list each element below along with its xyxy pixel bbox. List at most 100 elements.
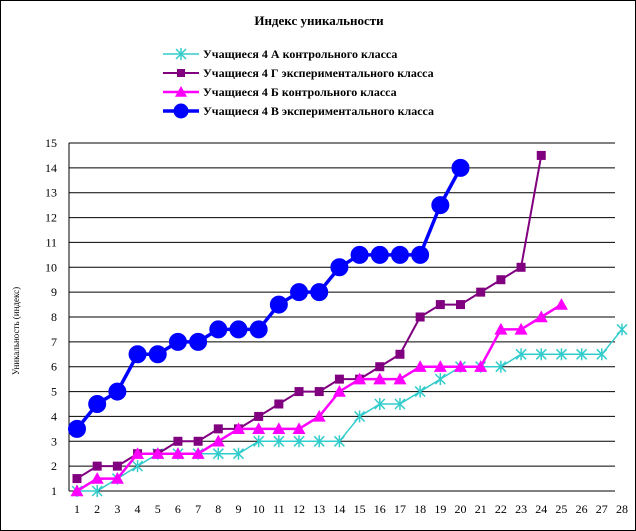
point-triangle	[373, 372, 387, 385]
y-axis-label: Уникальность (индекс)	[11, 287, 21, 375]
point-triangle	[554, 298, 568, 310]
series-line	[76, 303, 563, 493]
point-square	[112, 461, 122, 471]
x-tick-label: 5	[155, 502, 161, 516]
point-asterisk	[212, 447, 224, 460]
point-square	[294, 387, 304, 397]
point-asterisk	[515, 348, 527, 361]
series-4	[68, 158, 470, 438]
point-triangle	[90, 472, 104, 484]
legend-label: Учащиеся 4 Б контрольного класса	[203, 85, 397, 99]
point-asterisk	[132, 460, 144, 473]
point-asterisk	[354, 410, 366, 423]
point-asterisk	[175, 48, 187, 60]
legend-entry: Учащиеся 4 А контрольного класса	[163, 47, 397, 61]
point-asterisk	[535, 348, 547, 361]
point-square	[496, 275, 506, 285]
point-triangle	[191, 447, 205, 459]
x-tick-label: 3	[114, 502, 120, 516]
point-triangle	[70, 484, 84, 497]
point-square	[476, 287, 486, 297]
x-tick-label: 20	[455, 502, 467, 516]
point-square	[415, 312, 425, 322]
point-square	[92, 461, 102, 471]
chart-title: Индекс уникальности	[254, 13, 384, 28]
x-tick-label: 18	[414, 502, 426, 516]
point-triangle	[433, 360, 447, 372]
point-circle	[290, 283, 309, 302]
legend-label: Учащиеся 4 В экспериментального класса	[203, 104, 434, 118]
y-tick-label: 8	[51, 310, 57, 324]
point-circle	[168, 332, 187, 351]
x-tick-label: 21	[475, 502, 487, 516]
point-square	[177, 69, 185, 77]
point-square	[456, 300, 466, 310]
point-square	[213, 424, 223, 434]
point-square	[254, 411, 264, 421]
point-triangle	[393, 372, 407, 385]
legend-label: Учащиеся 4 А контрольного класса	[203, 47, 397, 61]
y-tick-label: 11	[45, 235, 57, 249]
y-tick-label: 13	[45, 186, 57, 200]
legend: Учащиеся 4 А контрольного класса Учащиеся…	[163, 47, 434, 119]
point-circle	[173, 103, 189, 119]
point-asterisk	[555, 348, 567, 361]
y-tick-label: 10	[45, 260, 57, 274]
y-tick-label: 3	[51, 434, 57, 448]
point-square	[334, 374, 344, 384]
point-square	[536, 150, 546, 160]
point-circle	[370, 245, 389, 264]
point-asterisk	[374, 398, 386, 410]
y-tick-label: 9	[51, 285, 57, 299]
point-circle	[269, 295, 288, 314]
x-tick-label: 15	[354, 502, 366, 516]
point-triangle	[514, 322, 528, 335]
y-tick-label: 15	[45, 136, 57, 150]
x-tick-label: 6	[175, 502, 181, 516]
point-asterisk	[414, 385, 426, 398]
point-triangle	[211, 434, 225, 447]
point-circle	[68, 419, 86, 438]
x-tick-label: 13	[313, 502, 325, 516]
point-triangle	[171, 447, 185, 459]
point-circle	[209, 320, 228, 339]
point-asterisk	[333, 435, 345, 448]
x-tick-label: 23	[515, 502, 527, 516]
point-triangle	[292, 422, 306, 435]
point-triangle	[175, 86, 187, 97]
point-asterisk	[232, 447, 245, 460]
x-tick-label: 14	[333, 502, 345, 516]
point-triangle	[454, 360, 468, 372]
y-tick-label: 1	[51, 484, 57, 498]
point-square	[314, 387, 324, 397]
point-square	[375, 362, 385, 372]
x-tick-label: 24	[535, 502, 547, 516]
y-tick-label: 14	[45, 161, 57, 175]
point-triangle	[494, 322, 508, 335]
series-3	[70, 298, 568, 497]
point-asterisk	[313, 435, 325, 448]
point-circle	[411, 245, 430, 264]
point-square	[435, 300, 445, 310]
point-triangle	[252, 422, 266, 435]
point-asterisk	[394, 398, 406, 410]
x-tick-label: 28	[616, 502, 628, 516]
x-tick-label: 27	[596, 502, 608, 516]
point-circle	[148, 345, 167, 364]
x-tick-label: 19	[434, 502, 446, 516]
point-circle	[451, 158, 470, 177]
point-circle	[189, 332, 208, 351]
y-tick-label: 12	[45, 211, 57, 225]
point-circle	[108, 382, 127, 401]
point-triangle	[332, 385, 346, 397]
point-circle	[350, 245, 369, 264]
point-triangle	[534, 310, 548, 323]
point-circle	[310, 283, 329, 302]
x-tick-label: 10	[253, 502, 265, 516]
point-asterisk	[495, 360, 507, 373]
y-tick-label: 5	[51, 385, 57, 399]
point-asterisk	[273, 435, 285, 448]
point-circle	[330, 258, 349, 277]
